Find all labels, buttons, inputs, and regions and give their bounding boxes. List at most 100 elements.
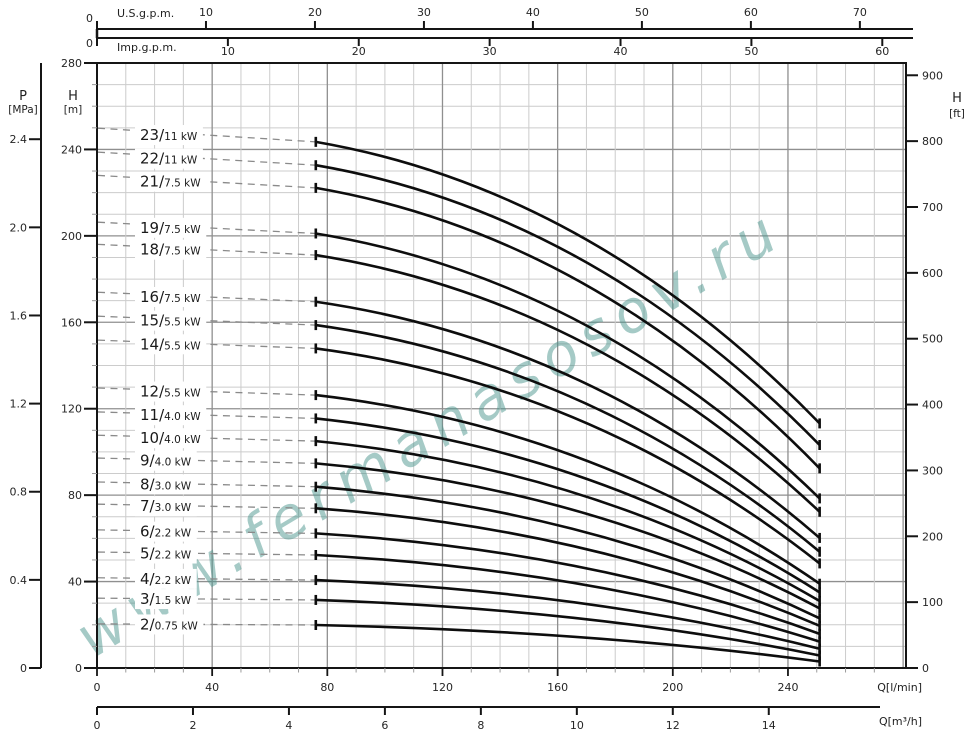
head-m-tick-label: 40 [68, 576, 82, 589]
curve-label-mask [135, 521, 197, 542]
head-m-tick-label: 0 [75, 662, 82, 675]
curve-label: 22/11 kW [140, 150, 198, 168]
curve-leader-line [97, 503, 316, 509]
q-m3h-tick-label: 0 [94, 719, 101, 732]
pressure-tick-label: 0.4 [10, 574, 28, 587]
us-gpm-tick-label: 40 [526, 6, 540, 19]
curve-label: 19/7.5 kW [140, 219, 201, 237]
head-m-axis-unit: [m] [63, 104, 83, 116]
curve-leader-line [97, 387, 316, 396]
curve-label-group: 7/3.0 kW [135, 496, 197, 517]
pressure-tick-label: 0 [20, 662, 27, 675]
q-m3h-tick-label: 8 [477, 719, 484, 732]
pressure-tick-label: 2.4 [10, 133, 28, 146]
curve-label-group: 22/11 kW [135, 148, 203, 169]
head-ft-tick-label: 900 [922, 69, 943, 82]
curve-label-group: 9/4.0 kW [135, 450, 197, 471]
curve-leader-line [97, 577, 316, 581]
pump-curve [315, 439, 821, 603]
q-lmin-tick-label: 160 [547, 681, 568, 694]
pump-curve [315, 485, 821, 620]
q-lmin-tick-label: 120 [432, 681, 453, 694]
curve-label: 16/7.5 kW [140, 288, 201, 306]
pump-curve [315, 393, 821, 585]
curve-label-group: 6/2.2 kW [135, 521, 197, 542]
head-ft-tick-label: 200 [922, 530, 943, 543]
curve-label-mask [135, 217, 207, 238]
curve-leader-line [97, 243, 316, 256]
curve-label-group: 12/5.5 kW [135, 381, 207, 402]
curves-layer [314, 136, 821, 667]
curve-label: 2/0.75 kW [140, 615, 198, 633]
curve-label-group: 11/4.0 kW [135, 405, 207, 426]
curve-leader-line [97, 315, 316, 326]
curve-label-group: 5/2.2 kW [135, 543, 197, 564]
q-lmin-tick-label: 200 [662, 681, 683, 694]
curve-label-mask [135, 239, 207, 260]
head-ft-tick-label: 300 [922, 464, 943, 477]
pump-curve [315, 598, 820, 657]
curve-leader-line [97, 411, 316, 420]
q-m3h-tick-label: 10 [570, 719, 584, 732]
q-lmin-tick-label: 40 [205, 681, 219, 694]
curve-leader-line [97, 221, 316, 235]
q-m3h-tick-label: 2 [189, 719, 196, 732]
us-gpm-tick-label: 30 [417, 6, 431, 19]
curve-label-mask [135, 428, 207, 449]
curve-label: 4/2.2 kW [140, 570, 192, 588]
curve-label-mask [135, 171, 207, 192]
curve-leader-line [97, 151, 316, 166]
curve-leader-line [97, 551, 316, 556]
us-gpm-tick-label: 0 [86, 12, 93, 25]
us-gpm-tick-label: 10 [199, 6, 213, 19]
q-m3h-tick-label: 14 [762, 719, 776, 732]
head-ft-tick-label: 100 [922, 596, 943, 609]
us-gpm-tick-label: 60 [744, 6, 758, 19]
q-m3h-tick-label: 4 [285, 719, 292, 732]
head-m-axis-letter: H [68, 89, 78, 104]
curve-label-mask [135, 543, 197, 564]
curve-label-group: 16/7.5 kW [135, 287, 207, 308]
curve-label: 14/5.5 kW [140, 335, 201, 353]
curve-label-mask [135, 496, 197, 517]
head-ft-tick-label: 700 [922, 201, 943, 214]
curve-label: 18/7.5 kW [140, 241, 201, 259]
us-gpm-axis-title: U.S.g.p.m. [117, 7, 175, 20]
head-ft-axis-letter: H [952, 91, 962, 106]
pump-curve [315, 417, 821, 594]
pressure-tick-label: 0.8 [10, 486, 28, 499]
imp-gpm-tick-label: 10 [221, 45, 235, 58]
q-m3h-axis-title: Q[m³/h] [878, 715, 922, 728]
head-m-tick-label: 80 [68, 489, 82, 502]
pump-curve [315, 578, 820, 651]
curve-label: 10/4.0 kW [140, 429, 201, 447]
imp-gpm-axis-title: Imp.g.p.m. [117, 41, 177, 54]
pressure-tick-label: 1.6 [10, 309, 28, 322]
curve-leader-line [97, 434, 316, 442]
pump-curve [315, 507, 821, 628]
pump-curve [315, 163, 821, 446]
curve-label-group: 8/3.0 kW [135, 474, 197, 495]
curve-label-group: 14/5.5 kW [135, 334, 207, 355]
pump-curve [315, 623, 820, 663]
us-gpm-tick-label: 20 [308, 6, 322, 19]
curve-label-mask [135, 474, 197, 495]
head-ft-tick-label: 500 [922, 333, 943, 346]
curve-leader-line [97, 291, 316, 303]
curve-leader-line [97, 597, 316, 601]
curve-label-group: 2/0.75 kW [135, 614, 204, 635]
curve-label: 11/4.0 kW [140, 406, 201, 424]
head-m-tick-label: 200 [61, 230, 82, 243]
q-m3h-tick-label: 6 [381, 719, 388, 732]
q-lmin-tick-label: 0 [94, 681, 101, 694]
curve-label-group: 4/2.2 kW [135, 568, 197, 589]
pump-curve [315, 232, 821, 500]
imp-gpm-tick-label: 30 [483, 45, 497, 58]
curve-label: 8/3.0 kW [140, 475, 192, 493]
head-m-tick-label: 160 [61, 316, 82, 329]
us-gpm-tick-label: 70 [853, 6, 867, 19]
curve-label: 12/5.5 kW [140, 383, 201, 401]
pressure-axis-unit: [MPa] [8, 104, 38, 116]
curve-label-mask [135, 405, 207, 426]
axes-layer: 0408012016020024028000.40.81.21.62.02.40… [10, 6, 944, 732]
